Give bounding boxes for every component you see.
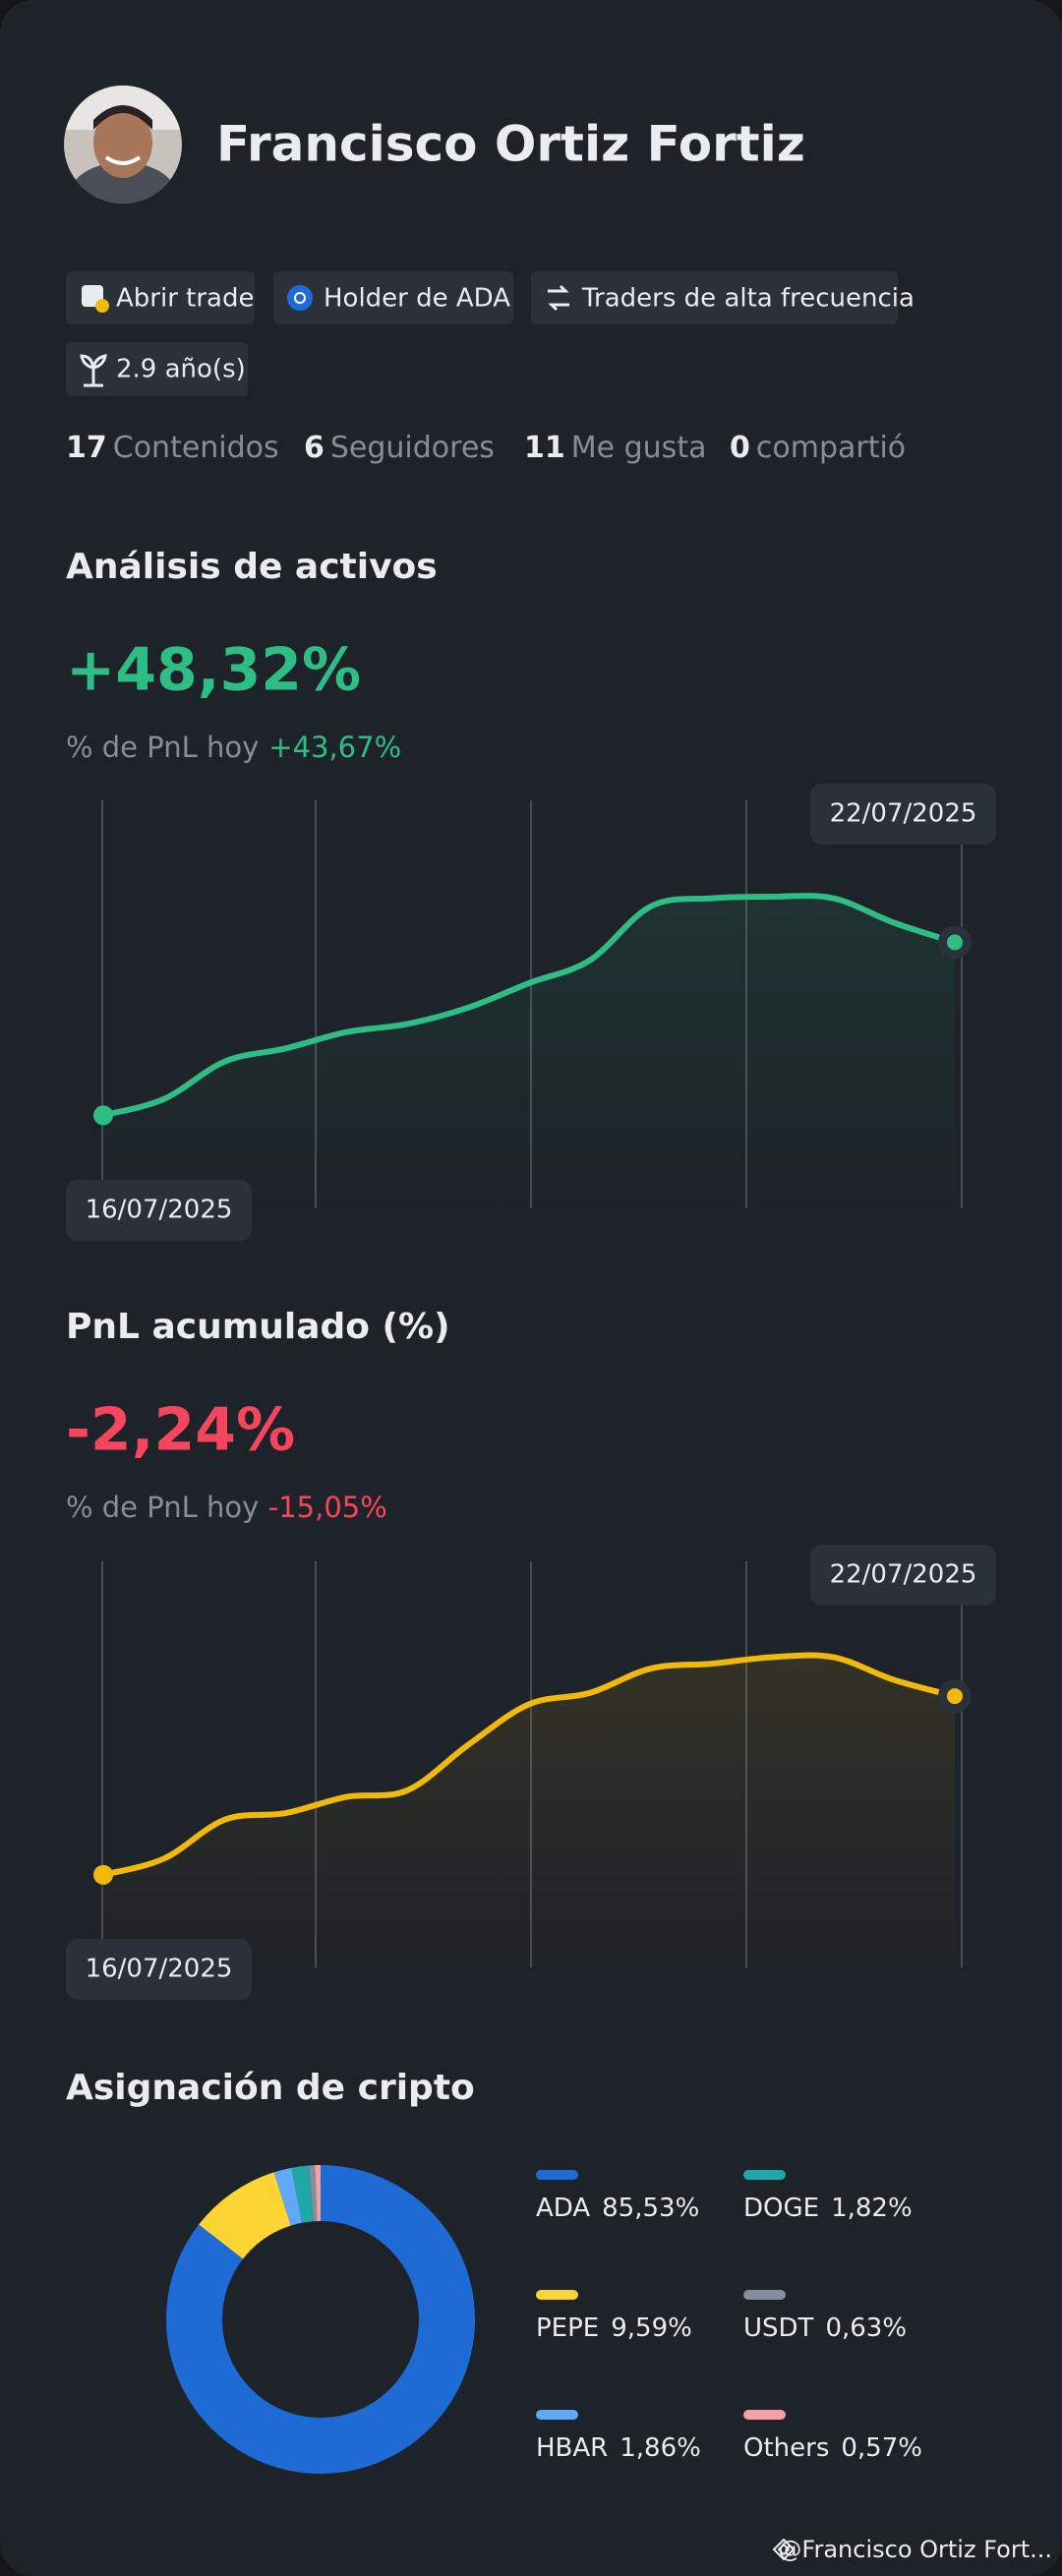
stat: 11 Me gusta xyxy=(524,431,706,465)
donut-slice xyxy=(309,2165,318,2222)
legend-swatch xyxy=(743,2410,786,2420)
legend-swatch xyxy=(743,2170,786,2180)
profile-name: Francisco Ortiz Fortiz xyxy=(216,116,805,173)
stat: 6 Seguidores xyxy=(304,431,495,465)
date-label: 16/07/2025 xyxy=(86,1196,233,1225)
subtitle: % de PnL hoy -15,05% xyxy=(66,1491,387,1524)
tag-icon xyxy=(294,292,306,304)
stat: 17 Contenidos xyxy=(66,431,279,465)
legend-entry: ADA 85,53% xyxy=(536,2194,699,2223)
legend-value: 85,53% xyxy=(602,2194,699,2223)
stat-label: compartió xyxy=(756,431,906,465)
legend-name: DOGE xyxy=(743,2194,819,2223)
stat-count: 6 xyxy=(304,431,324,465)
stats: 17 Contenidos 6 Seguidores 11 Me gusta 0 compar… xyxy=(66,431,906,465)
legend-entry: Others 0,57% xyxy=(743,2433,922,2463)
date-label: 22/07/2025 xyxy=(830,799,977,829)
avatar[interactable] xyxy=(64,86,182,231)
tag[interactable] xyxy=(273,271,513,324)
line xyxy=(100,893,958,1119)
stat-label: Contenidos xyxy=(113,431,279,465)
date-label: 22/07/2025 xyxy=(830,1560,977,1590)
date-badge xyxy=(66,1180,252,1241)
date-label: 16/07/2025 xyxy=(86,1955,233,1984)
subtitle: % de PnL hoy +43,67% xyxy=(66,731,401,764)
tag-icon xyxy=(80,354,107,387)
stat: 0 compartió xyxy=(730,431,906,465)
endpoint-dot xyxy=(93,1105,113,1126)
legend-swatch xyxy=(536,2290,578,2300)
stat-count: 17 xyxy=(66,431,107,465)
headline-value: -2,24% xyxy=(66,1396,295,1465)
area xyxy=(103,1655,955,1967)
legend-entry: DOGE 1,82% xyxy=(743,2194,913,2223)
endpoint-dot xyxy=(947,934,963,951)
headline-value: +48,32% xyxy=(66,636,361,705)
stat-count: 11 xyxy=(524,431,565,465)
date-badge xyxy=(810,1545,996,1606)
section-title: PnL acumulado (%) xyxy=(66,1307,450,1347)
tag-label: Abrir trade xyxy=(116,284,254,314)
tag-icon xyxy=(95,299,109,313)
tag[interactable] xyxy=(66,271,255,324)
legend-value: 0,63% xyxy=(825,2313,907,2343)
section-title: Análisis de activos xyxy=(66,547,438,587)
subtitle-label: % de PnL hoy xyxy=(66,731,259,764)
legend-value: 0,57% xyxy=(841,2433,922,2463)
legend-swatch xyxy=(743,2290,786,2300)
footer-handle: @Francisco Ortiz Fort... xyxy=(778,2536,1052,2563)
section-title: Asignación de cripto xyxy=(66,2068,475,2108)
legend-name: Others xyxy=(743,2433,829,2463)
legend-name: HBAR xyxy=(536,2433,608,2463)
legend-value: 9,59% xyxy=(611,2313,692,2343)
tag-label: Holder de ADA xyxy=(324,284,510,314)
tag-icon xyxy=(287,285,313,311)
legend-swatch xyxy=(536,2410,578,2420)
legend-entry: PEPE 9,59% xyxy=(536,2313,692,2343)
endpoint-dot xyxy=(947,1688,963,1705)
legend-value: 1,86% xyxy=(620,2433,701,2463)
footer-logo xyxy=(772,2538,796,2561)
date-badge xyxy=(66,1939,252,2000)
legend-name: PEPE xyxy=(536,2313,599,2343)
legend-value: 1,82% xyxy=(831,2194,913,2223)
endpoint-dot xyxy=(93,1864,113,1885)
legend-entry: USDT 0,63% xyxy=(743,2313,907,2343)
subtitle-change: +43,67% xyxy=(268,731,401,764)
subtitle-change: -15,05% xyxy=(268,1491,387,1524)
tag-label: Traders de alta frecuencia xyxy=(581,284,914,314)
legend-name: ADA xyxy=(536,2194,590,2223)
donut-slice xyxy=(166,2165,476,2474)
area xyxy=(103,896,955,1208)
stat-label: Seguidores xyxy=(330,431,495,465)
donut-slice xyxy=(273,2167,303,2226)
tag-label: 2.9 año(s) xyxy=(116,355,246,384)
stat-label: Me gusta xyxy=(571,431,707,465)
donut-slice xyxy=(291,2165,314,2223)
legend-swatch xyxy=(536,2170,578,2180)
legend-entry: HBAR 1,86% xyxy=(536,2433,701,2463)
donut-slice xyxy=(199,2172,291,2259)
date-badge xyxy=(810,784,996,845)
tag-icon xyxy=(548,284,569,312)
tag[interactable] xyxy=(66,342,248,396)
donut-slice xyxy=(315,2165,321,2222)
line xyxy=(100,1652,958,1878)
stat-count: 0 xyxy=(730,431,750,465)
subtitle-label: % de PnL hoy xyxy=(66,1491,259,1524)
tag[interactable] xyxy=(531,271,898,324)
legend-name: USDT xyxy=(743,2313,814,2343)
